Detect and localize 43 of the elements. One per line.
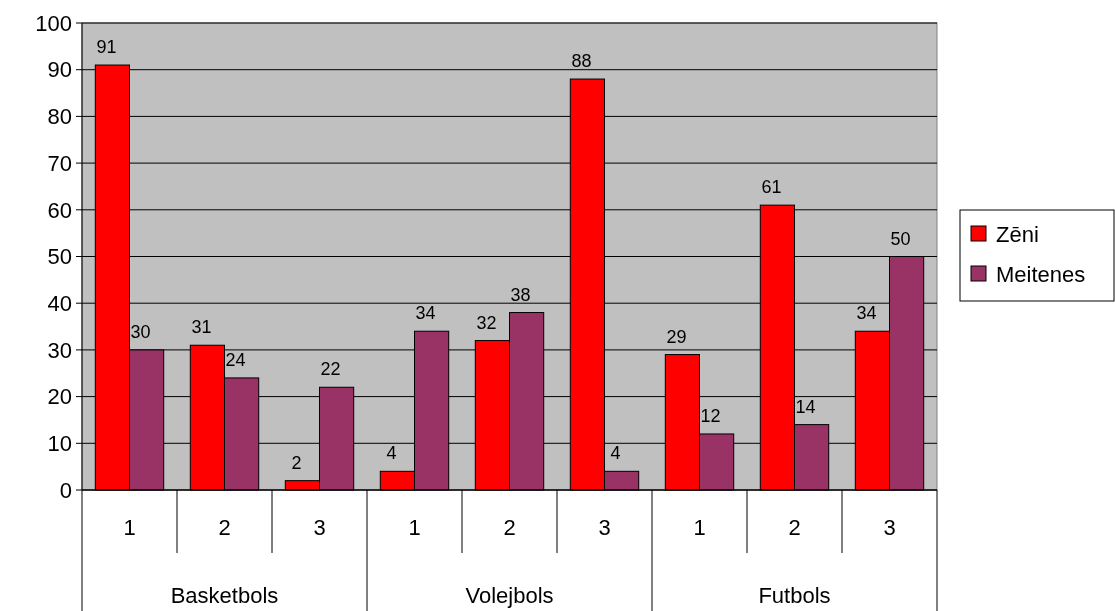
x-tick-label: 1	[408, 515, 421, 540]
y-tick-label: 90	[47, 57, 72, 83]
text: Futbols	[758, 583, 831, 608]
y-tick-label: 0	[59, 477, 72, 503]
text: Volejbols	[465, 583, 554, 608]
data-label: 34	[856, 303, 877, 324]
x-tick-label: 2	[788, 515, 801, 540]
data-label: 32	[476, 312, 497, 333]
y-tick-label: 30	[47, 337, 72, 363]
x-tick-label: 2	[503, 515, 516, 540]
data-label: 14	[795, 396, 816, 417]
data-label: 91	[96, 37, 117, 58]
data-label: 61	[761, 177, 782, 198]
data-label: 31	[191, 317, 212, 338]
y-tick-label: 40	[47, 290, 72, 316]
data-label: 30	[130, 321, 151, 342]
legend-label: Zēni	[996, 221, 1039, 247]
data-label: 29	[666, 326, 687, 347]
y-tick-label: 10	[47, 431, 72, 456]
data-label: 22	[320, 359, 341, 380]
x-tick-label: 3	[598, 515, 611, 540]
data-label: 38	[510, 284, 531, 305]
y-tick-label: 80	[47, 104, 72, 130]
y-tick-label: 20	[47, 384, 72, 410]
y-tick-label: 60	[47, 197, 72, 223]
data-label: 4	[386, 443, 397, 464]
x-tick-label: 3	[883, 515, 896, 540]
x-tick-label: 1	[693, 515, 706, 540]
data-label: 34	[415, 303, 436, 324]
data-label: 24	[225, 349, 246, 370]
data-label: 50	[890, 228, 911, 249]
x-tick-label: 2	[218, 515, 231, 540]
y-tick-label: 70	[47, 150, 72, 176]
x-tick-label: 3	[313, 515, 326, 540]
data-label: 2	[291, 452, 302, 473]
y-tick-label: 100	[35, 10, 72, 36]
x-tick-label: 1	[123, 515, 136, 540]
data-label: 88	[571, 51, 592, 72]
legend-label: Meitenes	[996, 261, 1086, 287]
data-label: 12	[700, 405, 721, 426]
data-label: 4	[610, 443, 621, 464]
text: Basketbols	[170, 583, 279, 608]
y-tick-label: 50	[47, 244, 72, 270]
